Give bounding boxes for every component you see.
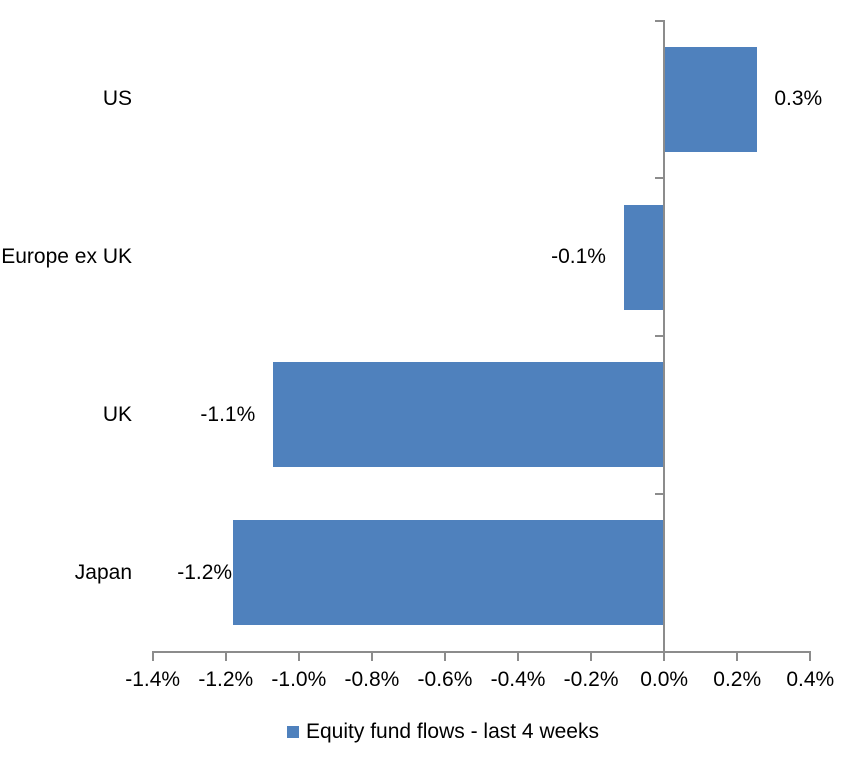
y-tick-4 [655, 650, 666, 653]
data-label-uk: -1.1% [200, 402, 256, 426]
x-tick-label-4: -0.6% [417, 668, 473, 691]
x-tick-label-0: -1.4% [125, 668, 181, 691]
x-tick-label-9: 0.4% [786, 668, 835, 691]
chart-legend: Equity fund flows - last 4 weeks [287, 719, 599, 745]
bar-japan [233, 520, 665, 626]
legend-series-label: Equity fund flows - last 4 weeks [306, 720, 599, 743]
category-label-uk: UK [102, 402, 132, 426]
x-tick-label-1: -1.2% [198, 668, 254, 691]
y-tick-0 [655, 19, 666, 22]
x-tick-6 [590, 651, 593, 661]
x-tick-9 [809, 651, 812, 661]
bar-europe-ex-uk [623, 204, 665, 310]
x-tick-label-7: 0.0% [640, 668, 689, 691]
data-label-us: 0.3% [774, 87, 823, 111]
x-tick-2 [297, 651, 300, 661]
x-tick-1 [224, 651, 227, 661]
category-label-japan: Japan [74, 560, 132, 584]
x-tick-label-6: -0.2% [563, 668, 619, 691]
x-tick-label-3: -0.8% [344, 668, 400, 691]
y-tick-1 [655, 177, 666, 180]
x-tick-5 [517, 651, 520, 661]
x-tick-4 [443, 651, 446, 661]
bar-uk [273, 362, 665, 468]
bar-us [664, 46, 758, 152]
x-tick-7 [663, 651, 666, 661]
data-label-europe-ex-uk: -0.1% [551, 245, 606, 269]
y-tick-3 [655, 492, 666, 495]
category-label-europe-ex-uk: Europe ex UK [1, 245, 132, 269]
y-tick-2 [655, 335, 666, 337]
category-label-us: US [102, 87, 132, 111]
x-axis-line [152, 651, 811, 653]
x-tick-0 [151, 651, 154, 661]
x-tick-label-8: 0.2% [713, 668, 762, 691]
x-tick-3 [370, 651, 373, 661]
x-tick-label-2: -1.0% [271, 668, 327, 691]
x-tick-label-5: -0.4% [490, 668, 546, 691]
x-tick-8 [736, 651, 739, 661]
legend-swatch-icon [287, 726, 299, 738]
data-label-japan: -1.2% [177, 560, 233, 584]
